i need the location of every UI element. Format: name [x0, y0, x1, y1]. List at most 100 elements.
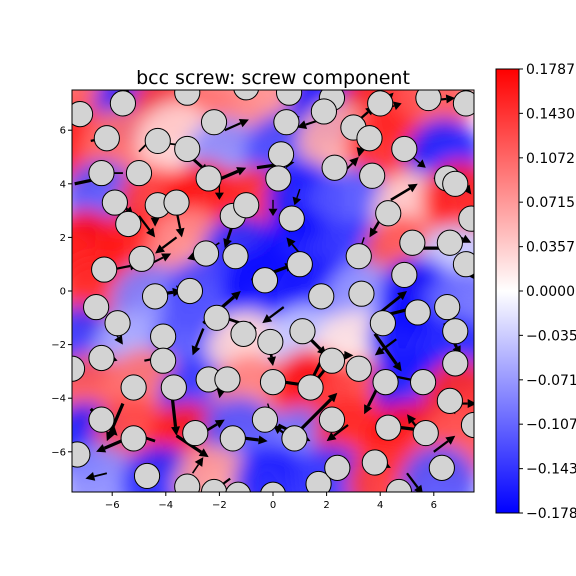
atom-marker [452, 90, 474, 117]
atom-marker [176, 277, 204, 305]
arrow-head [407, 414, 416, 425]
atom-marker [308, 283, 335, 310]
colorbar-tick-label: −0.1430 [526, 462, 576, 478]
atom-marker [265, 165, 292, 192]
arrow-head [374, 346, 385, 356]
atom-marker [267, 141, 295, 168]
y-tick-label: 4 [60, 179, 66, 190]
arrow-head [238, 119, 249, 128]
atom-marker [203, 304, 230, 331]
arrow-shaft [406, 472, 419, 489]
atom-marker [109, 90, 137, 117]
displacement-arrow [155, 236, 178, 254]
atom-marker [120, 425, 147, 452]
atom-marker [233, 90, 260, 101]
atom-marker [442, 318, 469, 345]
displacement-arrow [268, 199, 278, 216]
arrow-shaft [381, 338, 397, 351]
atom-marker [305, 470, 332, 492]
field-cell [234, 445, 312, 492]
arrow-head [407, 183, 418, 193]
atom-marker [259, 369, 287, 396]
arrow-shaft [194, 328, 205, 348]
arrow-head [175, 227, 185, 238]
atom-marker [442, 350, 469, 377]
colorbar-tick-label: 0.1430 [526, 106, 575, 122]
arrow-head [392, 101, 402, 111]
arrow-shaft [390, 187, 411, 201]
atom-marker [150, 323, 177, 350]
arrow-head [223, 238, 232, 249]
atom-marker [219, 425, 246, 452]
colorbar-tick-label: −0.1072 [526, 417, 576, 433]
x-tick-label: −4 [158, 500, 173, 511]
arrow-head [161, 253, 172, 262]
atom-marker [163, 189, 190, 216]
atom-marker [436, 229, 463, 256]
atom-marker [452, 251, 474, 278]
atom-marker [115, 210, 142, 238]
atom-marker [318, 406, 346, 433]
atom-marker [230, 320, 257, 347]
displacement-arrow [262, 306, 285, 324]
arrow-head [236, 167, 247, 176]
arrow-head [114, 334, 123, 345]
y-tick-label: −6 [51, 447, 66, 458]
atom-marker [289, 318, 316, 345]
atom-marker [404, 299, 431, 326]
arrow-head [214, 419, 225, 429]
atom-marker [91, 256, 118, 283]
arrow-shaft [161, 236, 178, 249]
arrow-head [258, 435, 268, 445]
atom-marker [297, 374, 324, 401]
atom-marker [174, 90, 201, 106]
atom-marker [278, 205, 305, 232]
x-axis: −6 −4 −2 0 2 4 6 [105, 492, 437, 511]
arrow-head [467, 399, 474, 409]
y-tick-label: −2 [51, 340, 66, 351]
arrow-shaft [373, 332, 398, 366]
arrow-head [364, 404, 373, 415]
atom-marker [345, 355, 372, 382]
displacement-arrow [224, 119, 249, 132]
colorbar-tick-label: 0.0357 [526, 240, 575, 256]
atom-marker [321, 154, 348, 181]
arrow-head [349, 157, 359, 167]
atom-marker [359, 162, 386, 189]
arrow-head [155, 244, 165, 254]
atom-marker [412, 419, 439, 447]
arrow-head [194, 457, 204, 467]
colorbar-tick-label: 0.0000 [526, 284, 575, 300]
arrow-head [96, 444, 107, 453]
atom-marker [415, 90, 442, 112]
atom-marker [318, 347, 346, 374]
x-tick-label: 2 [323, 500, 329, 511]
atom-marker [222, 243, 249, 270]
x-tick-label: 4 [377, 500, 383, 511]
atom-marker [120, 374, 147, 401]
atom-marker [409, 369, 437, 396]
atom-marker [192, 240, 220, 267]
atom-marker [125, 159, 153, 187]
x-tick-label: −6 [105, 500, 120, 511]
displacement-arrow [138, 215, 156, 238]
arrow-head [106, 431, 115, 442]
arrow-head [461, 234, 472, 243]
arrow-head [85, 472, 96, 481]
atom-marker [345, 243, 372, 270]
arrow-head [414, 484, 423, 492]
atom-marker [361, 449, 388, 476]
atom-marker [88, 159, 115, 187]
atom-marker [348, 280, 375, 307]
atom-marker [399, 229, 426, 256]
arrow-shaft [333, 424, 349, 437]
atom-marker [160, 374, 187, 401]
atom-marker [251, 406, 279, 433]
chart-title: bcc screw: screw component [136, 67, 410, 89]
atom-marker [428, 454, 455, 481]
atom-marker [375, 414, 402, 441]
atom-marker [182, 419, 209, 447]
arrow-shaft [108, 402, 125, 434]
x-tick-label: 0 [270, 500, 276, 511]
displacement-arrow [326, 424, 349, 442]
